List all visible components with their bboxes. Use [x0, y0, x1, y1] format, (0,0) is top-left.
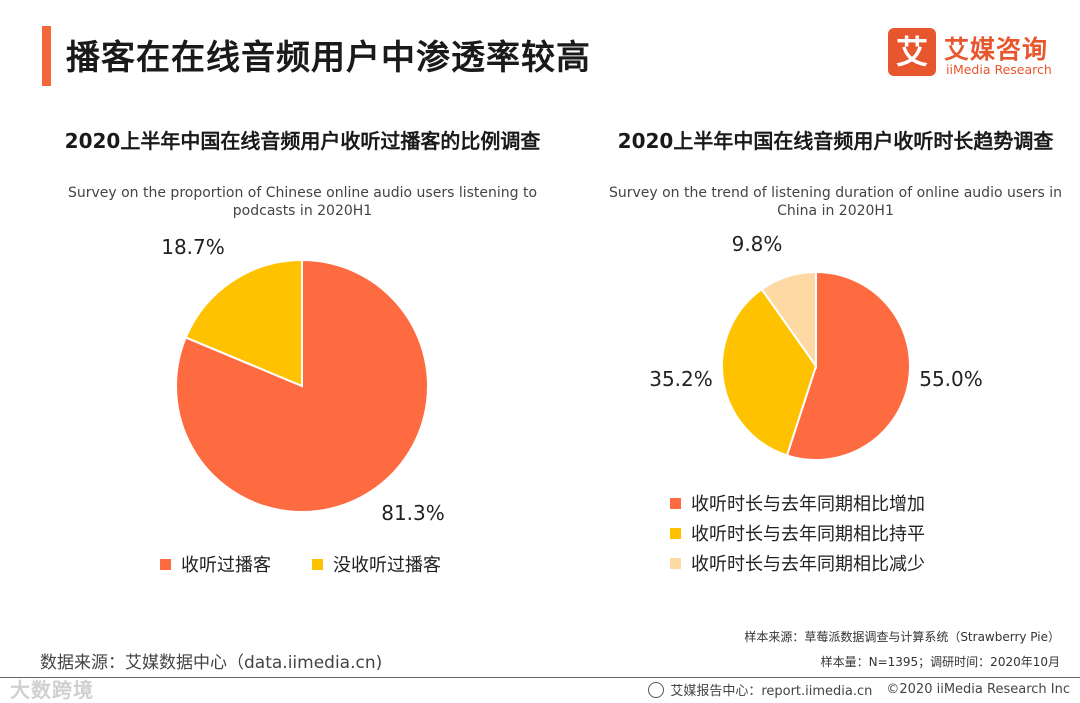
logo-cn-text: 艾媒咨询	[944, 35, 1049, 64]
data-source: 数据来源：艾媒数据中心（data.iimedia.cn)	[40, 653, 383, 673]
watermark: 大数跨境	[10, 678, 94, 702]
page-title: 播客在在线音频用户中渗透率较高	[66, 38, 591, 78]
logo-mark: 艾	[888, 28, 936, 76]
chart2-slice-1	[785, 270, 911, 461]
title-accent-bar	[42, 26, 51, 86]
chart1-legend-item-1-label: 收听过播客	[181, 555, 271, 576]
chart2-data-label-2: 35.2%	[649, 367, 713, 391]
report-center: 艾媒报告中心：report.iimedia.cn	[670, 684, 873, 699]
globe-icon	[648, 681, 665, 698]
logo-en-text: iiMedia Research	[946, 62, 1052, 77]
chart2-slice-3	[760, 270, 817, 370]
copyright: ©2020 iiMedia Research Inc	[886, 682, 1070, 697]
chart2-data-label-3: 9.8%	[732, 232, 783, 256]
chart2-legend-item-3-label: 收听时长与去年同期相比减少	[691, 554, 925, 575]
chart2-legend-item-2: 收听时长与去年同期相比持平	[670, 520, 925, 546]
chart1-slice-2	[184, 258, 303, 388]
chart2-legend-item-3: 收听时长与去年同期相比减少	[670, 550, 925, 576]
footer-bar: 艾媒报告中心：report.iimedia.cn ©2020 iiMedia R…	[648, 680, 1070, 699]
chart1-legend-item-2: 没收听过播客	[312, 551, 441, 577]
chart1-data-label-2: 18.7%	[161, 235, 225, 259]
chart1-title: 2020上半年中国在线音频用户收听过播客的比例调查	[64, 129, 541, 153]
chart2-title: 2020上半年中国在线音频用户收听时长趋势调查	[617, 129, 1054, 153]
chart2-legend-item-2-label: 收听时长与去年同期相比持平	[691, 524, 925, 545]
chart2-slice-2	[721, 287, 818, 457]
chart2-subtitle: Survey on the trend of listening duratio…	[608, 185, 1063, 219]
sample-source: 样本来源：草莓派数据调查与计算系统（Strawberry Pie）	[744, 630, 1060, 644]
sample-size: 样本量：N=1395；调研时间：2020年10月	[820, 655, 1060, 669]
chart2-legend-item-1-label: 收听时长与去年同期相比增加	[691, 494, 925, 515]
chart1-legend-item-2-swatch	[312, 558, 323, 570]
chart1-legend-item-2-label: 没收听过播客	[333, 555, 441, 576]
chart2-data-label-1: 55.0%	[919, 367, 983, 391]
chart2-legend-item-3-swatch	[670, 557, 681, 569]
chart1-legend-item-1: 收听过播客	[160, 551, 271, 577]
chart2-legend-item-1-swatch	[670, 497, 681, 509]
chart1-data-label-1: 81.3%	[381, 501, 445, 525]
chart1-legend-item-1-swatch	[160, 558, 171, 570]
footer-divider	[0, 677, 1080, 678]
iimedia-logo: 艾 艾媒咨询 iiMedia Research	[888, 28, 1068, 84]
chart2-legend-item-2-swatch	[670, 527, 681, 539]
chart2-legend-item-1: 收听时长与去年同期相比增加	[670, 490, 925, 516]
chart1-subtitle: Survey on the proportion of Chinese onli…	[67, 185, 538, 219]
